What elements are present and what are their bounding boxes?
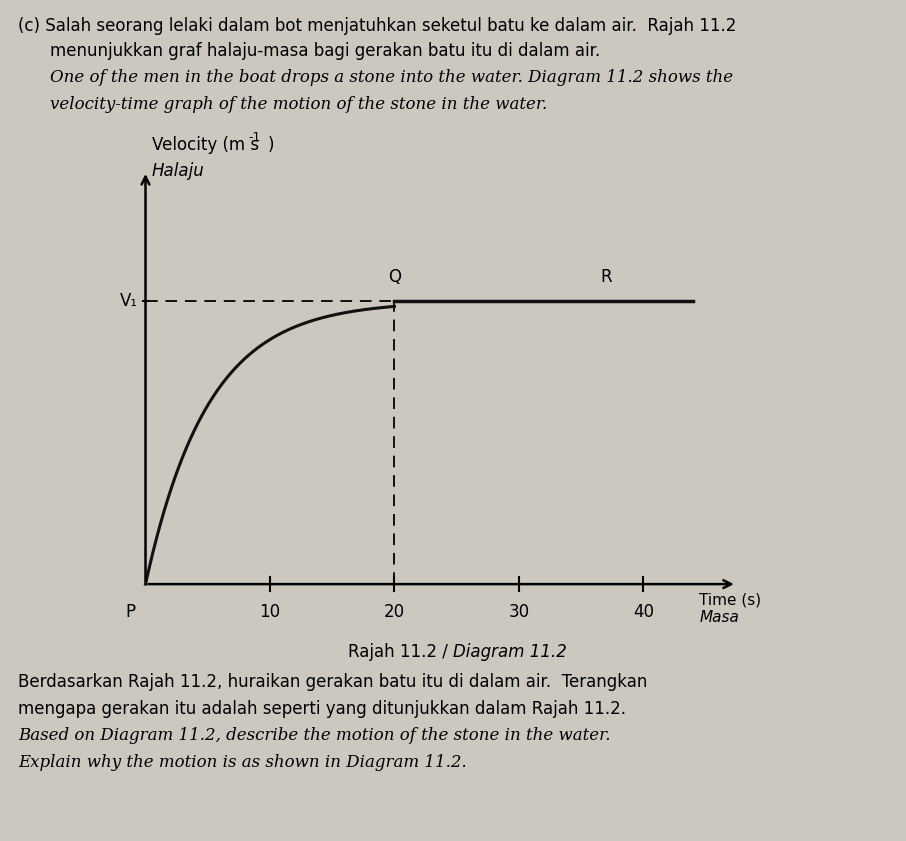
Text: Velocity (m s: Velocity (m s <box>151 136 259 154</box>
Text: P: P <box>126 602 136 621</box>
Text: Rajah 11.2 /: Rajah 11.2 / <box>348 643 453 661</box>
Text: Halaju: Halaju <box>151 161 205 180</box>
Text: Explain why the motion is as shown in Diagram 11.2.: Explain why the motion is as shown in Di… <box>18 754 467 770</box>
Text: 20: 20 <box>384 602 405 621</box>
Text: Berdasarkan Rajah 11.2, huraikan gerakan batu itu di dalam air.  Terangkan: Berdasarkan Rajah 11.2, huraikan gerakan… <box>18 673 648 690</box>
Text: 40: 40 <box>633 602 654 621</box>
Text: 30: 30 <box>508 602 529 621</box>
Text: Diagram 11.2: Diagram 11.2 <box>453 643 567 661</box>
Text: mengapa gerakan itu adalah seperti yang ditunjukkan dalam Rajah 11.2.: mengapa gerakan itu adalah seperti yang … <box>18 700 626 717</box>
Text: Based on Diagram 11.2, describe the motion of the stone in the water.: Based on Diagram 11.2, describe the moti… <box>18 727 611 743</box>
Text: R: R <box>600 267 612 286</box>
Text: One of the men in the boat drops a stone into the water. Diagram 11.2 shows the: One of the men in the boat drops a stone… <box>50 69 733 86</box>
Text: menunjukkan graf halaju-masa bagi gerakan batu itu di dalam air.: menunjukkan graf halaju-masa bagi geraka… <box>50 42 600 60</box>
Text: (c) Salah seorang lelaki dalam bot menjatuhkan seketul batu ke dalam air.  Rajah: (c) Salah seorang lelaki dalam bot menja… <box>18 17 737 34</box>
Text: velocity-time graph of the motion of the stone in the water.: velocity-time graph of the motion of the… <box>50 96 547 113</box>
Text: Masa: Masa <box>699 610 739 625</box>
Text: ): ) <box>267 136 274 154</box>
Text: 10: 10 <box>259 602 281 621</box>
Text: Q: Q <box>388 267 401 286</box>
Text: -1: -1 <box>249 131 261 145</box>
Text: V₁: V₁ <box>120 292 138 310</box>
Text: Time (s): Time (s) <box>699 593 761 607</box>
